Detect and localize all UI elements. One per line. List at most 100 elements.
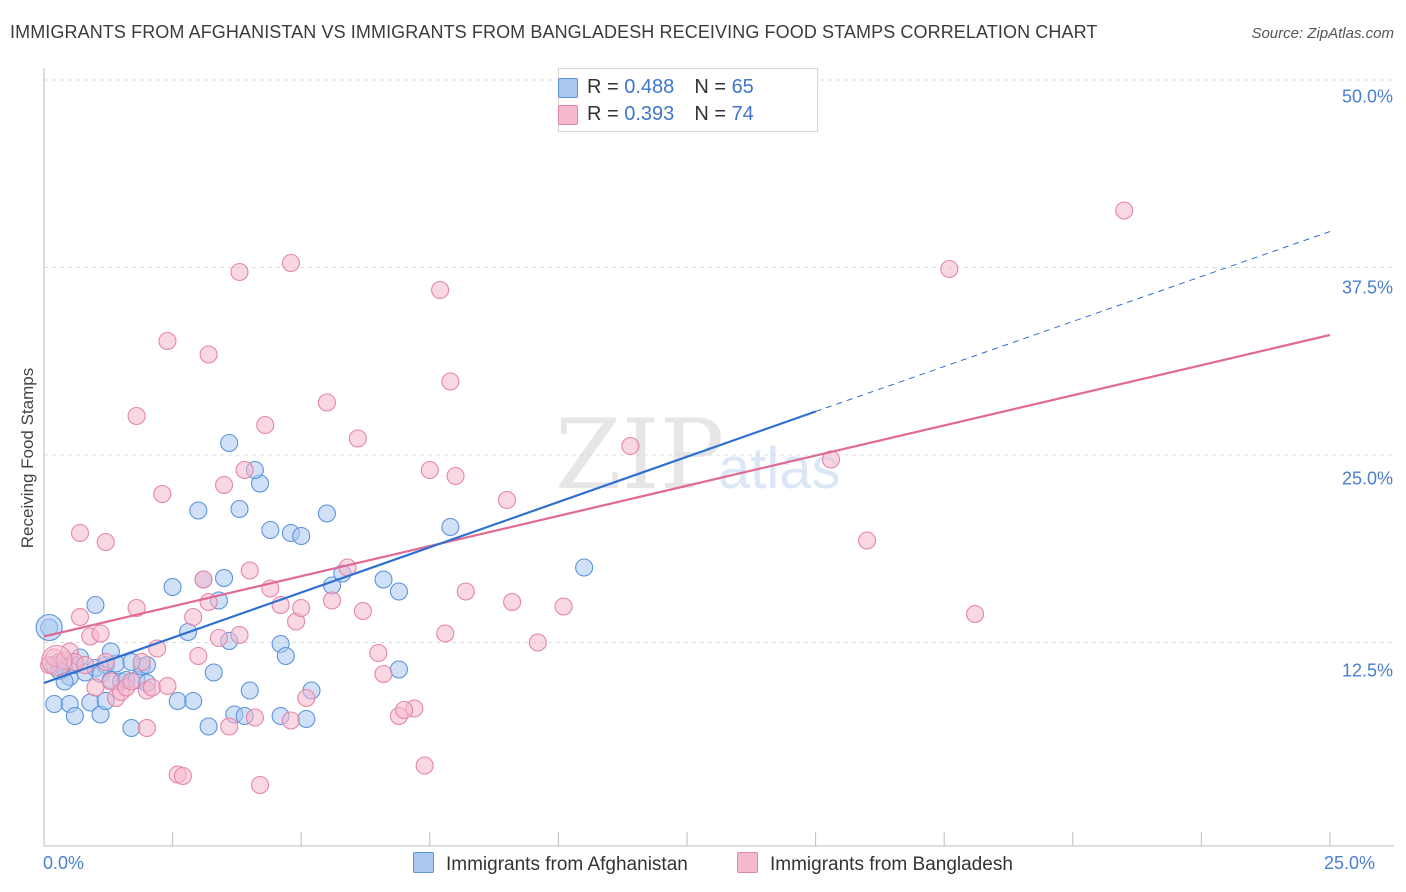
data-point-large <box>41 644 73 677</box>
data-point <box>374 664 393 684</box>
data-point <box>194 570 213 589</box>
data-point <box>70 523 90 543</box>
chart-title: IMMIGRANTS FROM AFGHANISTAN VS IMMIGRANT… <box>10 22 1098 42</box>
y-tick-50: 50.0% <box>1341 86 1393 107</box>
y-tick-25: 25.0% <box>1341 468 1393 489</box>
trend-line-afghanistan <box>43 410 816 685</box>
data-point <box>209 628 228 648</box>
data-point <box>374 570 393 589</box>
data-point <box>45 694 64 714</box>
data-point <box>395 700 414 720</box>
trend-lines <box>43 231 1331 685</box>
data-point <box>220 717 239 736</box>
data-point <box>317 393 336 412</box>
legend-n-label: N = <box>694 103 732 125</box>
data-point <box>142 678 162 697</box>
data-point <box>503 592 522 612</box>
data-point <box>86 595 105 615</box>
data-point <box>857 531 877 550</box>
legend-r-label: R = <box>587 103 625 125</box>
bottom-legend-swatch-bangladesh <box>737 852 758 873</box>
data-point <box>214 568 234 588</box>
data-point <box>441 517 460 537</box>
data-point <box>317 504 336 523</box>
data-point <box>122 718 141 738</box>
data-point <box>96 532 115 552</box>
data-point <box>456 582 475 601</box>
data-point <box>297 688 316 708</box>
data-point <box>292 526 311 546</box>
bottom-legend-label-bangladesh: Immigrants from Bangladesh <box>770 854 1013 875</box>
data-point <box>389 660 408 679</box>
data-point <box>261 520 280 540</box>
data-point <box>420 460 439 480</box>
data-point <box>189 501 208 520</box>
data-point <box>230 625 249 645</box>
legend-row-bangladesh: R = 0.393 N = 74 <box>558 103 754 126</box>
data-point <box>528 633 547 652</box>
data-point <box>199 345 218 364</box>
data-point <box>389 582 408 601</box>
trend-line-bangladesh <box>43 333 1331 638</box>
data-point <box>415 756 434 775</box>
data-point <box>184 691 203 711</box>
data-point <box>240 681 259 700</box>
data-point <box>1115 201 1134 220</box>
data-point <box>230 262 249 282</box>
y-tick-12-5: 12.5% <box>1341 660 1393 681</box>
data-point <box>281 253 300 273</box>
data-point <box>276 646 295 666</box>
data-point <box>441 372 460 391</box>
grid-lines <box>44 79 1394 643</box>
data-point <box>297 709 316 729</box>
data-point <box>256 415 275 435</box>
data-point <box>204 663 223 682</box>
data-point <box>235 460 254 480</box>
data-point <box>348 429 367 448</box>
watermark-atlas: atlas <box>718 436 841 501</box>
data-point <box>250 775 270 795</box>
data-point <box>137 718 156 738</box>
legend-n-value: 74 <box>731 103 754 125</box>
bottom-legend-label-afghanistan: Immigrants from Afghanistan <box>446 854 688 875</box>
data-point <box>369 643 388 663</box>
data-point <box>153 484 172 504</box>
source-label: Source: ZipAtlas.com <box>1251 25 1394 42</box>
data-point <box>199 717 218 736</box>
data-point <box>184 607 203 627</box>
data-point <box>240 561 259 580</box>
bottom-legend-bangladesh: Immigrants from Bangladesh <box>737 852 1013 876</box>
data-point <box>132 652 151 672</box>
bottom-legend-swatch-afghanistan <box>413 852 434 873</box>
legend-n-label: N = <box>694 76 732 98</box>
data-point-large <box>35 613 63 642</box>
x-tick-0: 0.0% <box>43 853 85 873</box>
bangladesh-points <box>40 201 1134 795</box>
watermark: ZIP atlas <box>555 399 841 511</box>
data-point <box>168 691 187 711</box>
data-point <box>230 499 249 519</box>
data-point <box>446 466 465 486</box>
data-point <box>91 624 110 643</box>
data-point <box>173 766 192 786</box>
legend-swatch-bangladesh <box>558 105 578 125</box>
y-tick-37-5: 37.5% <box>1341 277 1393 298</box>
trend-line-afghanistan-extension <box>815 231 1331 412</box>
data-point <box>292 598 311 618</box>
data-point <box>127 406 146 426</box>
data-point <box>940 259 959 279</box>
afghanistan-points <box>35 433 594 738</box>
data-point <box>353 601 372 621</box>
data-point <box>163 577 182 597</box>
data-point <box>127 598 146 618</box>
legend-n-value: 65 <box>731 76 754 98</box>
data-point <box>122 672 141 691</box>
data-point <box>158 331 177 351</box>
data-point <box>554 597 573 616</box>
data-point <box>214 475 234 495</box>
data-point <box>65 706 84 726</box>
data-point <box>86 678 105 697</box>
legend-r-label: R = <box>587 76 625 98</box>
data-point <box>966 604 985 624</box>
data-point <box>323 591 342 610</box>
